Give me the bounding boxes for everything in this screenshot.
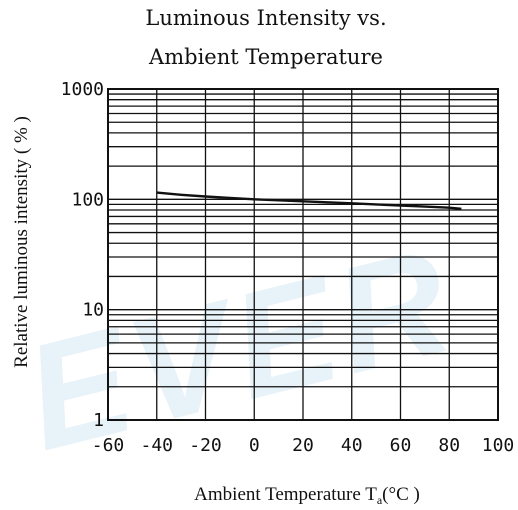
x-axis-label-unit: (°C ) <box>382 484 420 505</box>
y-tick-label: 1000 <box>61 79 104 100</box>
y-axis-label: Relative luminous intensity ( % ) <box>11 116 32 368</box>
x-tick-label: 100 <box>482 435 515 456</box>
x-tick-label: -40 <box>140 435 173 456</box>
series-line <box>156 191 462 210</box>
chart-title-line2: Ambient Temperature <box>148 45 383 69</box>
x-tick-label: -20 <box>189 435 222 456</box>
x-axis-label-main: Ambient Temperature T <box>194 484 377 505</box>
x-tick-label: 40 <box>341 435 363 456</box>
y-tick-label: 1 <box>93 410 104 431</box>
x-axis-label: Ambient Temperature Ta(°C ) <box>194 484 420 507</box>
x-axis-label-subscript: a <box>377 493 383 507</box>
x-tick-label: 60 <box>390 435 412 456</box>
x-tick-label: 20 <box>292 435 314 456</box>
plot-frame <box>107 88 499 421</box>
y-tick-label: 10 <box>82 300 104 321</box>
x-tick-label: 80 <box>438 435 460 456</box>
x-tick-label: -60 <box>92 435 125 456</box>
x-tick-label: 0 <box>249 435 260 456</box>
chart-title-line1: Luminous Intensity vs. <box>145 6 386 30</box>
x-tick-labels: -60 -40 -20 0 20 40 60 80 100 <box>92 435 515 456</box>
y-tick-label: 100 <box>71 189 104 210</box>
y-tick-labels: 1 10 100 1000 <box>61 79 104 431</box>
series-layer <box>156 191 462 210</box>
